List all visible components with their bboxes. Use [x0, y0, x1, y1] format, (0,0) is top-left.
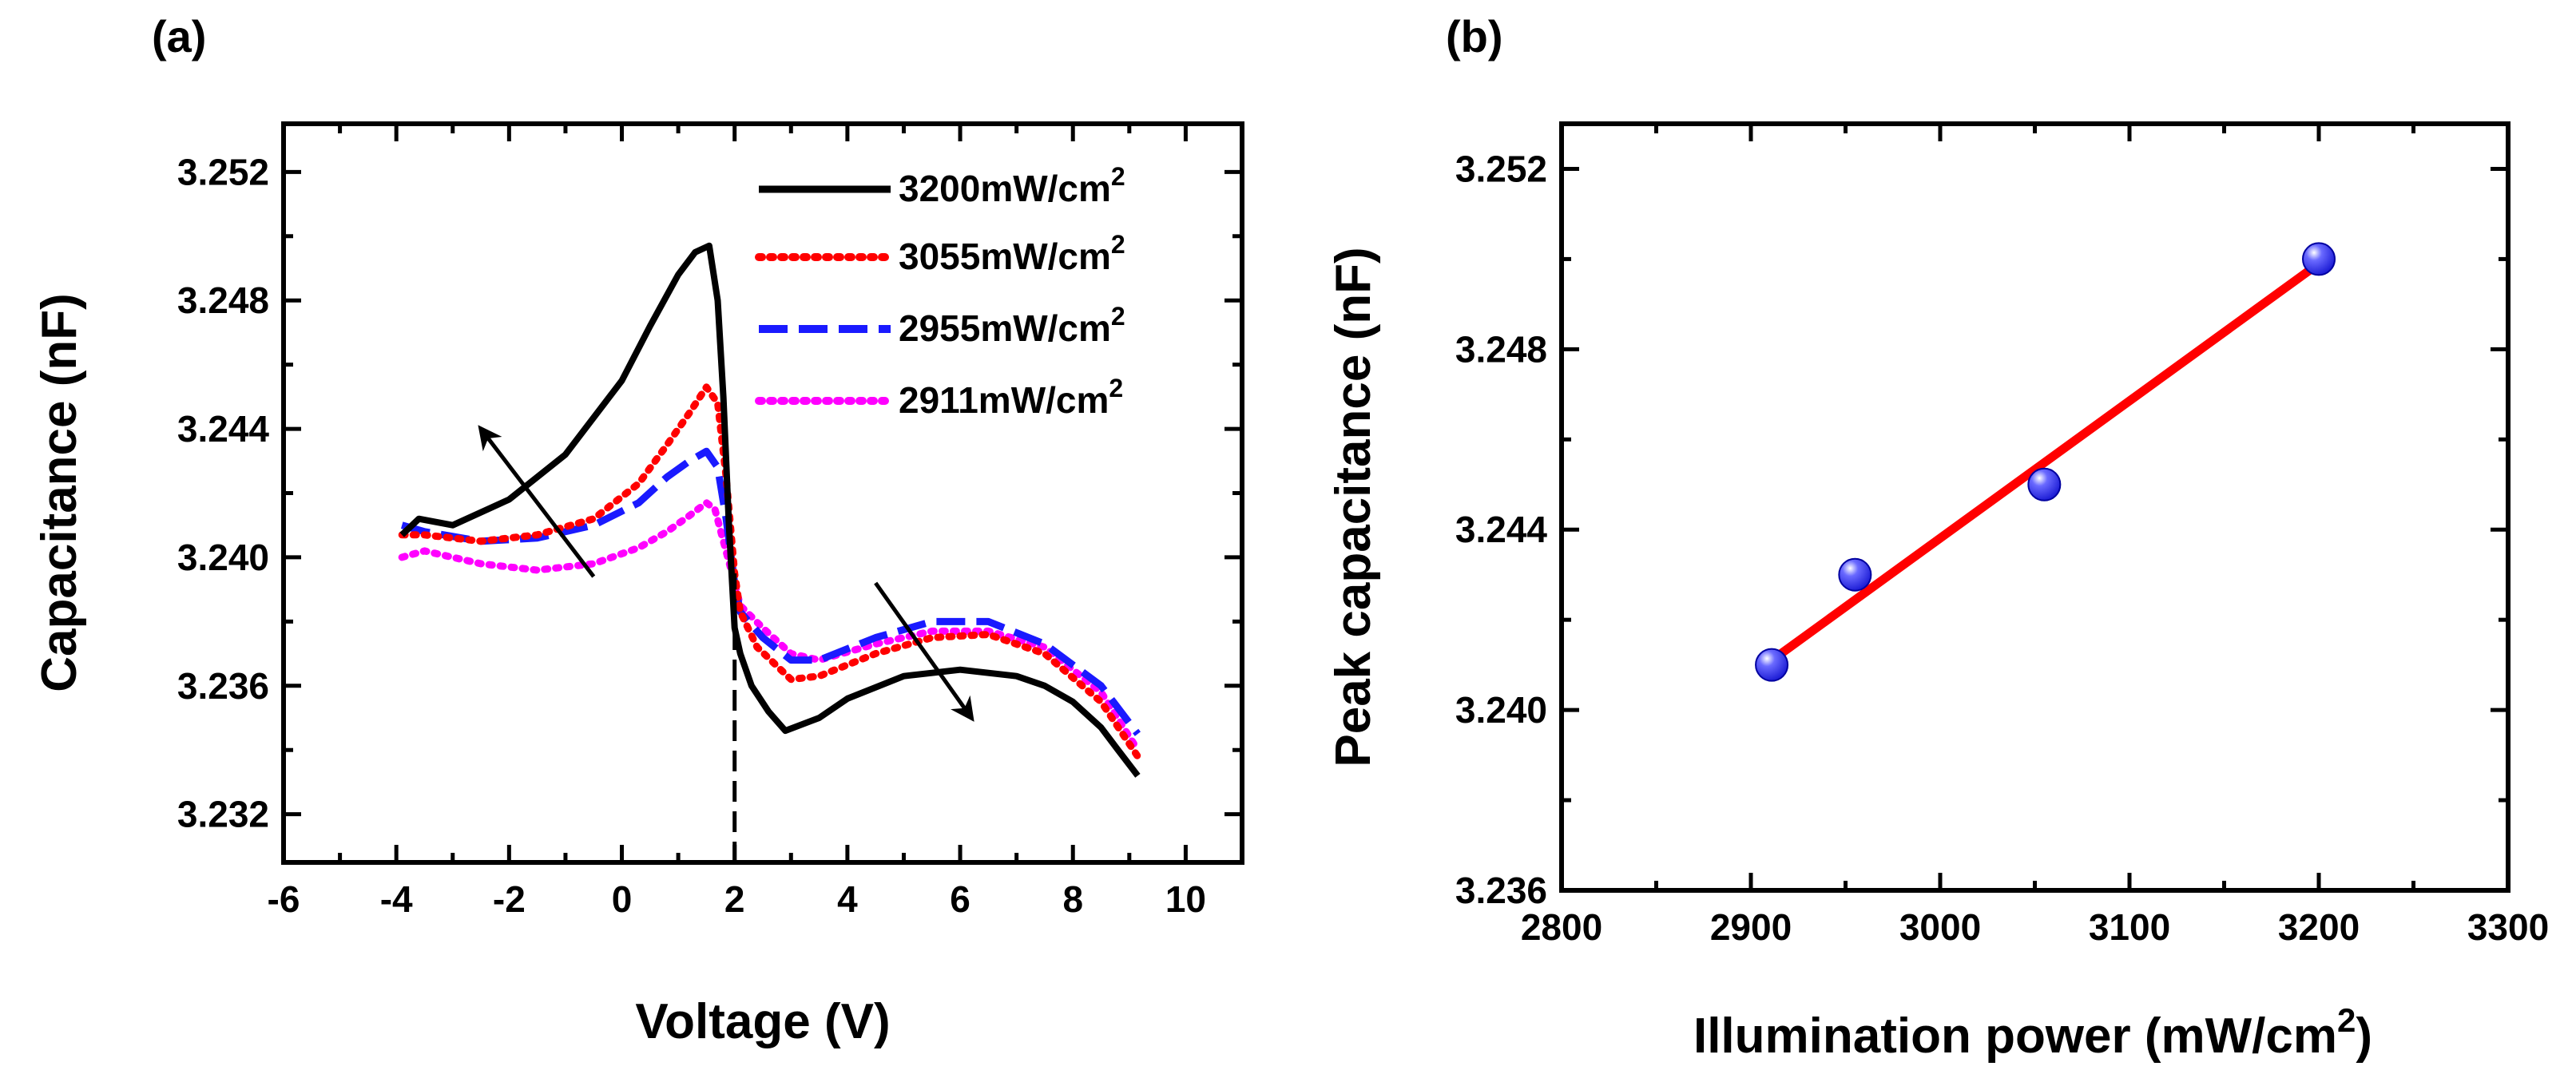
b-xtick-label: 3300: [2467, 906, 2549, 948]
a-xtick-label: 4: [837, 878, 858, 920]
panel-a-y-axis-title: Capacitance (nF): [32, 293, 87, 692]
panel-b-y-axis-title: Peak capacitance (nF): [1326, 247, 1381, 767]
panel-b-tick-labels: 2800 2900 3000 3100 3200 3300 3.236 3.240 3.244 3…: [1455, 148, 2549, 948]
b-xtick-label: 2900: [1710, 906, 1792, 948]
panel-a-x-axis-title: Voltage (V): [635, 994, 890, 1049]
series-line-3055: [398, 383, 1141, 760]
b-ytick-label: 3.248: [1455, 328, 1547, 370]
a-xtick-label: 0: [612, 878, 633, 920]
b-ytick-label: 3.252: [1455, 148, 1547, 189]
a-ytick-label: 3.236: [177, 665, 269, 707]
a-ytick-label: 3.252: [177, 151, 269, 192]
panel-a-plot-frame: [281, 121, 1244, 865]
b-xtick-label: 3100: [2089, 906, 2170, 948]
a-ytick-label: 3.244: [177, 408, 270, 450]
panel-b-plot-frame: [1559, 121, 2511, 893]
panel-b-x-axis-title: Illumination power (mW/cm2): [1693, 1001, 2372, 1064]
b-xtick-label: 3000: [1899, 906, 1981, 948]
a-ytick-label: 3.240: [177, 537, 269, 578]
panel-a-annotations: [478, 425, 974, 862]
panel-a-legend: 3200mW/cm2 3055mW/cm2 2955mW/cm2 2911mW/…: [755, 162, 1125, 421]
b-ytick-label: 3.240: [1455, 689, 1547, 731]
panel-a-series: [398, 242, 1141, 778]
b-ytick-label: 3.236: [1455, 870, 1547, 911]
a-xtick-label: 10: [1165, 878, 1206, 920]
legend-label-2911: 2911mW/cm2: [899, 374, 1123, 421]
legend-label-3055: 3055mW/cm2: [899, 230, 1125, 277]
series-line-3200: [399, 242, 1141, 778]
panel-a-tick-labels: -6 -4 -2 0 2 4 6 8 10 3.232 3.236 3.240 3.244 3.248 3.…: [177, 151, 1206, 920]
panel-b-label: (b): [1446, 11, 1503, 61]
linear-fit-line: [1767, 259, 2324, 665]
a-xtick-label: -2: [493, 878, 526, 920]
data-point-3055: [2027, 467, 2062, 501]
b-ytick-label: 3.244: [1455, 509, 1548, 550]
a-xtick-label: 8: [1062, 878, 1083, 920]
b-xtick-label: 3200: [2278, 906, 2360, 948]
trend-arrow: [478, 425, 596, 578]
a-xtick-label: -6: [268, 878, 300, 920]
b-xtick-label: 2800: [1521, 906, 1602, 948]
panel-a-ticks: [281, 124, 1242, 862]
a-ytick-label: 3.248: [177, 279, 269, 321]
panel-b-ticks: [1559, 124, 2511, 893]
a-xtick-label: -4: [380, 878, 413, 920]
a-ytick-label: 3.232: [177, 794, 269, 835]
legend-label-2955: 2955mW/cm2: [899, 302, 1125, 349]
trend-arrow: [874, 581, 974, 722]
data-point-3200: [2302, 242, 2336, 276]
panel-a: (a) -6 -4 -2 0 2 4 6 8 10 3.232 3.236 3.240 3.244 3.2…: [32, 11, 1244, 1049]
a-xtick-label: 6: [950, 878, 970, 920]
panel-a-label: (a): [152, 11, 206, 61]
panel-b: (b) 2800 2900 3000 3100 3200 3300 3.236 3.240 3.…: [1326, 11, 2549, 1064]
legend-label-3200: 3200mW/cm2: [899, 162, 1125, 209]
data-point-2911: [1755, 648, 1789, 682]
data-point-2955: [1838, 557, 1872, 592]
series-line-2955: [400, 447, 1141, 736]
panel-b-series: [1755, 242, 2336, 682]
a-xtick-label: 2: [724, 878, 745, 920]
